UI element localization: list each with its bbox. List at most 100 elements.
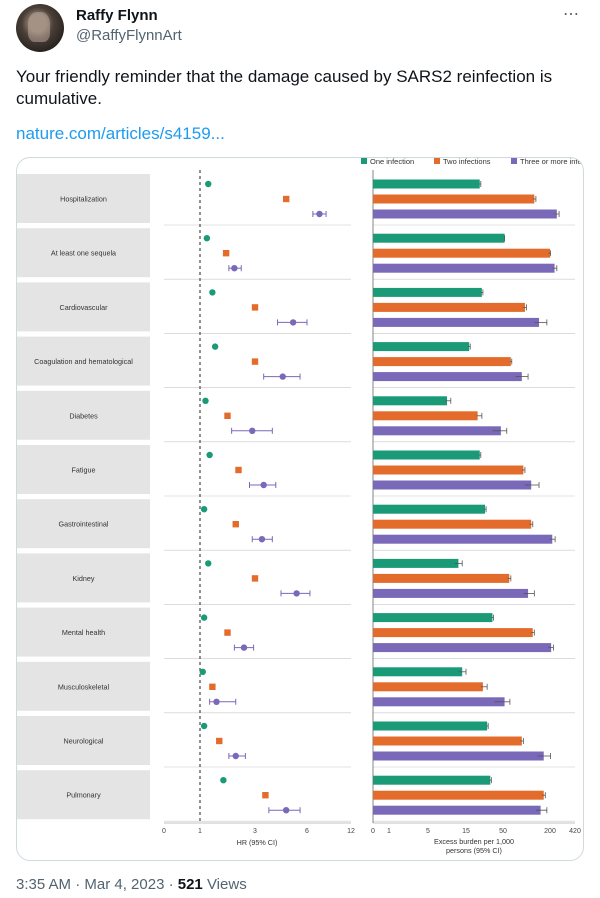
hr-point-two-infections: [235, 466, 242, 474]
hr-point-three-infections: [316, 210, 323, 218]
burden-bar: [373, 465, 524, 475]
burden-tick-label: 5: [426, 828, 430, 835]
burden-axis-label: persons (95% CI): [446, 846, 502, 855]
hr-point-three-infections: [231, 265, 238, 272]
burden-bar: [373, 480, 532, 490]
burden-bar: [373, 558, 459, 568]
burden-bar: [373, 790, 544, 800]
hr-point-one-infection: [200, 722, 208, 730]
hr-tick-label: 0: [162, 828, 166, 835]
row-label: Hospitalization: [60, 195, 107, 204]
tweet-meta: 3:35 AM · Mar 4, 2023 · 521 Views: [16, 876, 247, 893]
burden-bar: [373, 775, 491, 785]
hr-point-three-infections: [279, 373, 286, 380]
row-label-box: [17, 499, 150, 549]
hr-point-three-infections: [283, 807, 290, 814]
hr-point-one-infection: [206, 451, 213, 459]
burden-bar: [373, 426, 501, 436]
hr-point-one-infection: [211, 343, 219, 350]
hr-axis-label: HR (95% CI): [237, 838, 278, 847]
row-label-box: [17, 228, 150, 278]
row-label-box: [17, 716, 150, 765]
burden-tick-label: 420: [569, 828, 581, 835]
hr-point-one-infection: [203, 235, 211, 242]
burden-bar: [373, 697, 505, 707]
burden-bar: [373, 357, 511, 367]
hr-point-two-infections: [251, 304, 259, 311]
burden-bar: [373, 233, 505, 243]
attached-figure[interactable]: One infection Two infections Three or more…: [16, 157, 584, 861]
burden-bar: [373, 263, 555, 273]
hr-tick-label: 1: [198, 828, 202, 835]
burden-bar: [373, 736, 522, 746]
row-label-box: [17, 390, 150, 440]
burden-bar: [373, 721, 488, 731]
tweet-text: Your friendly reminder that the damage c…: [16, 67, 553, 108]
burden-bar: [373, 504, 486, 514]
burden-bar: [373, 317, 540, 327]
hr-tick-label: 3: [253, 828, 257, 835]
legend-label: Three or more infections: [520, 158, 583, 166]
row-label: Cardiovascular: [60, 303, 109, 312]
hr-point-one-infection: [220, 777, 227, 784]
row-label-box: [17, 445, 150, 494]
author-handle[interactable]: @RaffyFlynnArt: [76, 27, 182, 44]
legend-swatch: [511, 158, 517, 164]
hr-point-one-infection: [205, 180, 212, 188]
burden-bar: [373, 194, 535, 204]
burden-bar: [373, 588, 529, 598]
burden-tick-label: 15: [462, 828, 470, 835]
row-label-box: [17, 553, 150, 603]
burden-bar: [373, 342, 470, 352]
burden-bar: [373, 411, 478, 421]
row-label-box: [17, 282, 150, 332]
burden-bar: [373, 450, 480, 460]
hr-point-three-infections: [213, 698, 220, 705]
hr-point-three-infections: [240, 644, 248, 651]
views-label: Views: [202, 876, 247, 893]
hr-point-two-infections: [283, 195, 290, 203]
burden-tick-label: 0: [371, 828, 375, 835]
hr-point-one-infection: [209, 289, 216, 296]
row-label: At least one sequela: [51, 249, 116, 258]
row-label-box: [17, 607, 150, 657]
hr-point-two-infections: [222, 250, 230, 257]
row-label: Gastrointestinal: [59, 520, 109, 529]
row-label: Mental health: [62, 628, 105, 637]
hr-point-two-infections: [224, 412, 231, 419]
hr-point-one-infection: [199, 668, 206, 675]
burden-bar: [373, 573, 510, 583]
hr-point-two-infections: [216, 737, 223, 745]
hr-point-three-infections: [289, 319, 297, 326]
burden-bar: [373, 751, 544, 761]
article-link[interactable]: nature.com/articles/s4159...: [16, 124, 225, 143]
row-label-box: [17, 661, 150, 711]
hr-point-two-infections: [251, 575, 259, 582]
more-options-icon[interactable]: ⋯: [563, 6, 580, 23]
burden-axis-label: Excess burden per 1,000: [434, 837, 514, 846]
views-count: 521: [177, 876, 203, 893]
row-label: Fatigue: [72, 466, 96, 475]
burden-bar: [373, 682, 483, 692]
legend-swatch: [361, 158, 367, 164]
hr-point-three-infections: [232, 752, 239, 760]
legend-label: Two infections: [443, 158, 491, 166]
row-label-box: [17, 336, 150, 386]
hr-point-two-infections: [224, 629, 231, 636]
burden-bar: [373, 519, 532, 529]
row-label-box: [17, 770, 150, 820]
hr-point-two-infections: [232, 521, 239, 528]
tweet-timestamp[interactable]: 3:35 AM · Mar 4, 2023 ·: [16, 876, 178, 893]
row-label: Musculoskeletal: [58, 682, 110, 691]
hr-tick-label: 12: [347, 828, 355, 835]
author-name[interactable]: Raffy Flynn: [76, 7, 158, 24]
burden-bar: [373, 396, 447, 406]
row-label: Neurological: [64, 737, 104, 746]
burden-bar: [373, 372, 522, 382]
row-label: Diabetes: [69, 411, 98, 420]
row-label: Coagulation and hematological: [34, 357, 133, 366]
burden-bar: [373, 643, 552, 653]
avatar[interactable]: [16, 4, 64, 52]
burden-tick-label: 1: [387, 828, 391, 835]
burden-bar: [373, 248, 550, 258]
